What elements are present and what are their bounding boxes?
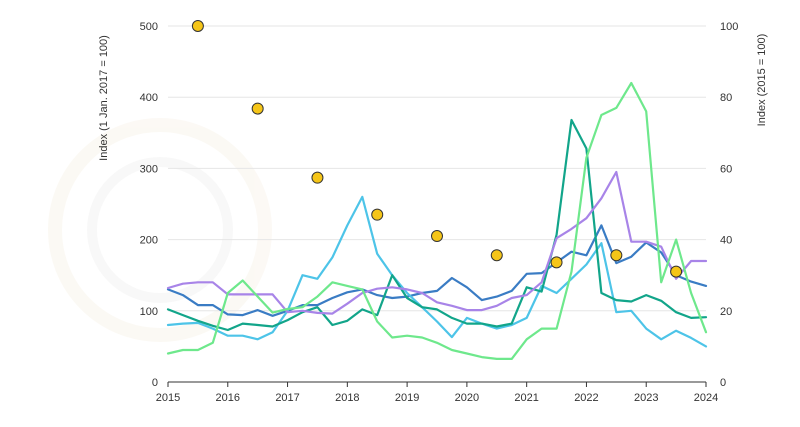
marker-point bbox=[610, 249, 623, 262]
marker-point bbox=[371, 208, 384, 221]
x-tick-label: 2022 bbox=[574, 392, 598, 404]
x-tick-label: 2023 bbox=[634, 392, 658, 404]
y-tick-label-right: 20 bbox=[720, 306, 732, 318]
series-line-2 bbox=[166, 195, 708, 348]
marker-point bbox=[490, 249, 503, 262]
x-tick-label: 2019 bbox=[395, 392, 419, 404]
y-tick-label-right: 100 bbox=[720, 21, 738, 33]
marker-point bbox=[670, 265, 683, 278]
y-tick-label-left: 500 bbox=[140, 21, 158, 33]
series-line-1 bbox=[166, 224, 708, 317]
y-tick-label-right: 60 bbox=[720, 163, 732, 175]
gridlines bbox=[168, 25, 706, 312]
tick-labels: 0 100 200 300 400 500 0 20 40 60 80 100 2015 2016 2017… bbox=[140, 21, 739, 404]
marker-point bbox=[550, 256, 563, 269]
y-tick-label-right: 80 bbox=[720, 92, 732, 104]
marker-point bbox=[431, 230, 443, 243]
series-lines bbox=[166, 81, 708, 360]
marker-point bbox=[311, 171, 324, 184]
y-tick-label-left: 200 bbox=[140, 235, 158, 247]
y-axis-title-left: Index (1 Jan. 2017 = 100) bbox=[98, 35, 110, 161]
y-tick-label-left: 0 bbox=[152, 377, 158, 389]
y-axis-title-right: Index (2015 = 100) bbox=[756, 34, 768, 127]
series-line-4 bbox=[166, 170, 708, 315]
y-tick-label-right: 0 bbox=[720, 377, 726, 389]
x-tick-label: 2021 bbox=[514, 392, 538, 404]
x-tick-label: 2018 bbox=[335, 392, 359, 404]
y-tick-label-left: 100 bbox=[140, 306, 158, 318]
axes bbox=[167, 381, 707, 387]
watermark-logo bbox=[48, 118, 272, 342]
x-tick-label: 2016 bbox=[216, 392, 240, 404]
marker-point bbox=[191, 20, 204, 32]
marker-point bbox=[251, 102, 264, 115]
y-tick-label-left: 400 bbox=[140, 92, 158, 104]
y-tick-label-left: 300 bbox=[140, 163, 158, 175]
series-line-5 bbox=[166, 81, 708, 360]
x-tick-label: 2024 bbox=[694, 392, 718, 404]
x-tick-label: 2017 bbox=[275, 392, 299, 404]
markers bbox=[191, 20, 683, 278]
x-tick-label: 2020 bbox=[455, 392, 479, 404]
x-tick-label: 2015 bbox=[156, 392, 180, 404]
y-tick-label-right: 40 bbox=[720, 235, 732, 247]
series-line-3 bbox=[166, 118, 708, 332]
